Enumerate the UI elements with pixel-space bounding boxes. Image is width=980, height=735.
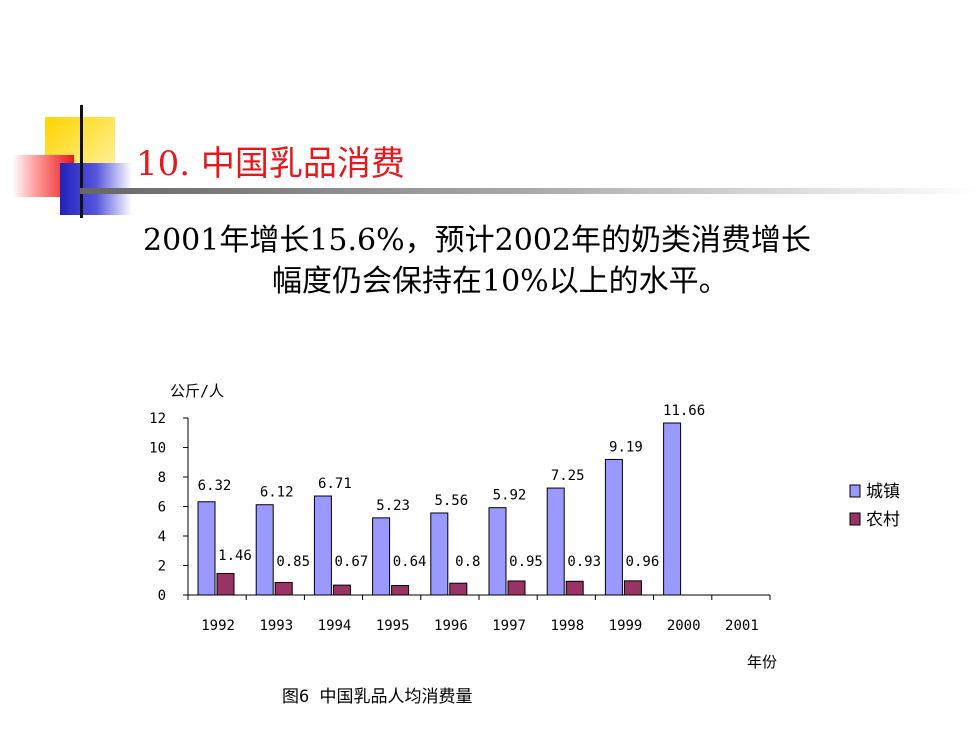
bar-rural	[332, 584, 351, 596]
y-tick-label: 8	[158, 470, 166, 486]
data-label-rural: 0.67	[335, 554, 369, 570]
legend-swatch	[849, 512, 861, 526]
x-axis-label: 年份	[747, 653, 777, 671]
body-text-line-1: 2001年增长15.6%，预计2002年的奶类消费增长	[143, 223, 811, 258]
data-label-rural: 0.96	[626, 554, 660, 570]
y-axis-label: 公斤/人	[170, 382, 224, 400]
bar-urban	[313, 495, 332, 596]
bar-urban	[604, 458, 623, 596]
x-tick-label: 1998	[550, 618, 584, 634]
bar-urban	[488, 507, 507, 596]
bar-rural	[623, 580, 642, 596]
y-tick-label: 10	[149, 441, 166, 457]
deco-vertical-line	[80, 105, 83, 218]
data-label-urban: 11.66	[663, 403, 705, 419]
y-tick-label: 12	[149, 411, 166, 427]
bar-urban	[255, 504, 274, 596]
y-tick-label: 6	[158, 500, 166, 516]
bar-rural	[216, 572, 235, 596]
body-text-line-2: 幅度仍会保持在10%以上的水平。	[272, 264, 729, 299]
chart-caption: 图6 中国乳品人均消费量	[282, 687, 472, 707]
data-label-urban: 5.23	[376, 498, 410, 514]
data-label-urban: 5.92	[493, 488, 527, 504]
bar-urban	[197, 501, 216, 596]
data-label-urban: 7.25	[551, 468, 585, 484]
x-tick-label: 1993	[259, 618, 293, 634]
bar-rural	[449, 582, 468, 596]
x-tick-label: 1996	[434, 618, 468, 634]
data-label-rural: 0.64	[393, 554, 427, 570]
x-tick-label: 1997	[492, 618, 526, 634]
bar-rural	[565, 580, 584, 596]
x-tick-label: 1994	[318, 618, 352, 634]
bar-rural	[391, 585, 410, 596]
data-label-urban: 6.32	[198, 478, 232, 494]
bar-rural	[274, 581, 293, 596]
data-label-rural: 0.8	[455, 554, 480, 570]
plot-area: 0 2 4 6 8 10 12 1992 1993 1994 1995 1996 1997 1998 199…	[149, 403, 771, 634]
data-label-rural: 0.95	[509, 554, 543, 570]
bar-urban	[372, 517, 391, 596]
data-label-urban: 6.12	[260, 485, 294, 501]
data-label-rural: 0.85	[276, 554, 310, 570]
x-tick-label: 1995	[376, 618, 410, 634]
bar-urban	[430, 512, 449, 596]
legend-swatch	[849, 484, 861, 498]
bar-urban	[663, 422, 682, 596]
data-label-urban: 6.71	[318, 476, 352, 492]
title-underline	[80, 188, 980, 194]
x-tick-label: 2001	[725, 618, 759, 634]
x-tick-label: 1992	[201, 618, 235, 634]
data-label-rural: 1.46	[218, 548, 252, 564]
legend-label: 农村	[866, 510, 900, 530]
y-tick-label: 0	[158, 588, 166, 604]
bar-urban	[546, 487, 565, 596]
data-label-rural: 0.93	[567, 554, 601, 570]
x-tick-label: 2000	[667, 618, 701, 634]
bar-rural	[507, 580, 526, 596]
data-label-urban: 5.56	[434, 493, 468, 509]
legend-label: 城镇	[866, 482, 900, 502]
y-tick-label: 4	[158, 529, 166, 545]
data-label-urban: 9.19	[609, 439, 643, 455]
x-tick-label: 1999	[609, 618, 643, 634]
slide-title: 10. 中国乳品消费	[136, 144, 405, 184]
y-tick-label: 2	[158, 559, 166, 575]
